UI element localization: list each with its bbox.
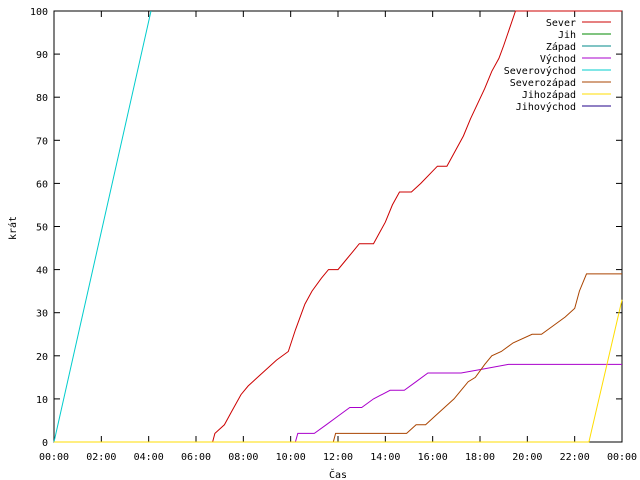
legend-label: Severovýchod <box>504 65 576 77</box>
series-line <box>54 299 623 443</box>
y-tick-label: 20 <box>36 352 48 363</box>
legend: SeverJihZápadVýchodSeverovýchodSeverozáp… <box>504 18 611 113</box>
legend-label: Jih <box>558 30 576 41</box>
x-tick-label: 04:00 <box>134 452 164 463</box>
x-tick-label: 00:00 <box>607 452 637 463</box>
x-tick-label: 00:00 <box>39 452 69 463</box>
y-tick-label: 0 <box>42 438 48 449</box>
x-tick-label: 20:00 <box>512 452 542 463</box>
y-tick-label: 90 <box>36 50 48 61</box>
x-tick-label: 10:00 <box>276 452 306 463</box>
legend-label: Západ <box>546 41 576 53</box>
y-tick-label: 60 <box>36 179 48 190</box>
x-tick-label: 16:00 <box>418 452 448 463</box>
legend-label: Severozápad <box>510 77 576 89</box>
y-axis-title: krát <box>7 216 19 240</box>
series-line <box>54 363 622 443</box>
legend-label: Jihozápad <box>522 89 576 101</box>
axes: 00:00 02:00 04:00 06:00 08:00 10:00 12:00 14:00… <box>30 7 637 463</box>
series-lines <box>53 10 623 443</box>
x-tick-label: 18:00 <box>465 452 495 463</box>
y-tick-label: 70 <box>36 136 48 147</box>
y-tick-label: 30 <box>36 309 48 320</box>
legend-label: Sever <box>546 18 576 29</box>
y-tick-label: 50 <box>36 223 48 234</box>
y-tick-label: 40 <box>36 266 48 277</box>
x-axis-title: Čas <box>329 468 347 480</box>
x-tick-label: 08:00 <box>228 452 258 463</box>
x-tick-label: 14:00 <box>370 452 400 463</box>
legend-label: Východ <box>540 53 576 65</box>
y-tick-label: 10 <box>36 395 48 406</box>
y-tick-label: 80 <box>36 93 48 104</box>
x-tick-label: 12:00 <box>323 452 353 463</box>
legend-label: Jihovýchod <box>516 101 576 113</box>
series-line <box>53 10 152 443</box>
y-tick-label: 100 <box>30 7 48 18</box>
series-line <box>54 273 622 443</box>
x-tick-label: 06:00 <box>181 452 211 463</box>
series-line <box>54 10 622 443</box>
x-tick-label: 22:00 <box>560 452 590 463</box>
x-tick-label: 02:00 <box>86 452 116 463</box>
